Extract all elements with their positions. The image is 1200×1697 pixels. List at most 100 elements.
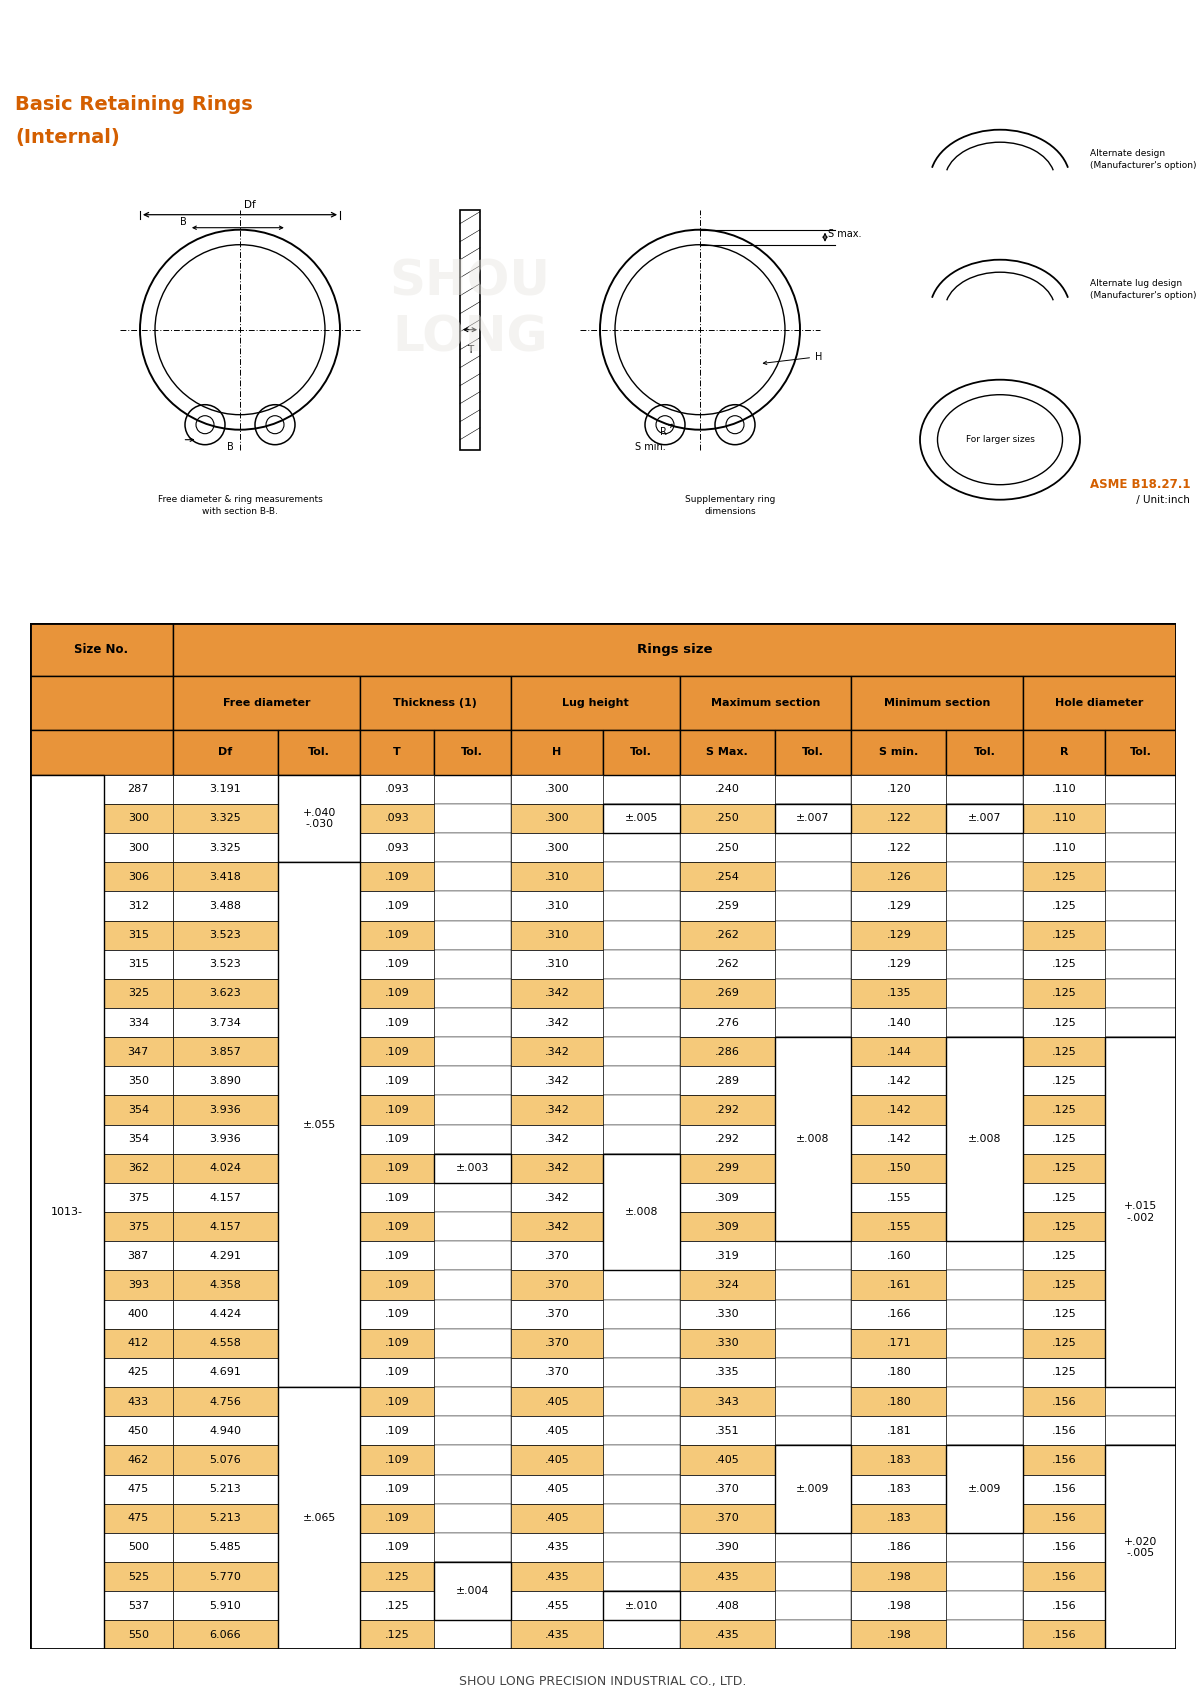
- Text: .259: .259: [715, 901, 739, 911]
- Bar: [1105, 950, 1176, 979]
- Bar: [947, 804, 1022, 833]
- Bar: [434, 1300, 510, 1329]
- Bar: [1022, 1125, 1105, 1154]
- Bar: [604, 1592, 679, 1621]
- Bar: [104, 1386, 173, 1417]
- Bar: [278, 1592, 360, 1621]
- Text: .370: .370: [715, 1514, 739, 1524]
- Bar: [775, 1446, 851, 1532]
- Bar: [434, 950, 510, 979]
- Bar: [510, 920, 604, 950]
- Text: .292: .292: [715, 1105, 739, 1115]
- Text: .125: .125: [1051, 901, 1076, 911]
- Text: Free diameter: Free diameter: [222, 697, 310, 708]
- Bar: [104, 1592, 173, 1621]
- Bar: [360, 730, 434, 776]
- Bar: [278, 1417, 360, 1446]
- Bar: [173, 1241, 278, 1271]
- Bar: [510, 1329, 604, 1358]
- Text: .109: .109: [385, 1397, 409, 1407]
- Text: .343: .343: [715, 1397, 739, 1407]
- Bar: [278, 1561, 360, 1592]
- Text: 3.936: 3.936: [210, 1105, 241, 1115]
- Text: .125: .125: [1051, 1018, 1076, 1028]
- Bar: [1022, 1561, 1105, 1592]
- Bar: [679, 1329, 775, 1358]
- Bar: [775, 1358, 851, 1386]
- Bar: [775, 1561, 851, 1592]
- Bar: [604, 1154, 679, 1183]
- Bar: [510, 804, 604, 833]
- Text: .125: .125: [1051, 1105, 1076, 1115]
- Bar: [851, 1446, 947, 1475]
- Bar: [360, 979, 434, 1008]
- Text: 5.910: 5.910: [210, 1600, 241, 1610]
- Bar: [775, 1417, 851, 1446]
- Bar: [434, 1183, 510, 1212]
- Bar: [510, 1125, 604, 1154]
- Bar: [679, 1241, 775, 1271]
- Text: .125: .125: [1051, 1339, 1076, 1349]
- Bar: [679, 979, 775, 1008]
- Bar: [947, 833, 1022, 862]
- Text: Tol.: Tol.: [802, 747, 824, 757]
- Text: .125: .125: [1051, 930, 1076, 940]
- Bar: [173, 1532, 278, 1561]
- Bar: [775, 891, 851, 920]
- Text: ±.065: ±.065: [302, 1514, 336, 1524]
- Text: 462: 462: [127, 1454, 149, 1465]
- Text: 387: 387: [127, 1251, 149, 1261]
- Bar: [679, 1154, 775, 1183]
- Text: .109: .109: [385, 930, 409, 940]
- Bar: [604, 804, 679, 833]
- Bar: [434, 1154, 510, 1183]
- Bar: [851, 920, 947, 950]
- Text: 393: 393: [127, 1280, 149, 1290]
- Bar: [851, 1154, 947, 1183]
- Text: .156: .156: [1051, 1600, 1076, 1610]
- Text: Tol.: Tol.: [308, 747, 330, 757]
- Text: Tol.: Tol.: [1129, 747, 1151, 757]
- Text: 315: 315: [127, 930, 149, 940]
- Text: 5.213: 5.213: [210, 1485, 241, 1493]
- Bar: [775, 1475, 851, 1504]
- Text: .125: .125: [385, 1571, 409, 1582]
- Text: ±.008: ±.008: [968, 1134, 1001, 1144]
- Text: .156: .156: [1051, 1425, 1076, 1436]
- Bar: [604, 1037, 679, 1066]
- Text: .142: .142: [887, 1134, 911, 1144]
- Bar: [604, 1066, 679, 1096]
- Bar: [1105, 1446, 1176, 1649]
- Bar: [1022, 804, 1105, 833]
- Text: .183: .183: [887, 1485, 911, 1493]
- Bar: [434, 1329, 510, 1358]
- Bar: [104, 1212, 173, 1241]
- Bar: [1105, 804, 1176, 833]
- Bar: [947, 1066, 1022, 1096]
- Text: (Internal): (Internal): [14, 127, 120, 146]
- Text: 4.358: 4.358: [210, 1280, 241, 1290]
- Bar: [775, 1037, 851, 1066]
- Bar: [679, 920, 775, 950]
- Text: .109: .109: [385, 1308, 409, 1319]
- Bar: [679, 730, 775, 776]
- Text: .198: .198: [887, 1629, 911, 1639]
- Text: .155: .155: [887, 1222, 911, 1232]
- Bar: [947, 1125, 1022, 1154]
- Text: .455: .455: [545, 1600, 569, 1610]
- Bar: [278, 1532, 360, 1561]
- Bar: [679, 1008, 775, 1037]
- Text: .109: .109: [385, 1514, 409, 1524]
- Bar: [947, 1386, 1022, 1417]
- Text: .405: .405: [545, 1514, 569, 1524]
- Bar: [1022, 1096, 1105, 1125]
- Text: .144: .144: [887, 1047, 911, 1057]
- Text: 306: 306: [127, 872, 149, 882]
- Text: .156: .156: [1051, 1571, 1076, 1582]
- Bar: [360, 862, 434, 891]
- Text: .166: .166: [887, 1308, 911, 1319]
- Bar: [278, 979, 360, 1008]
- Bar: [1022, 891, 1105, 920]
- Bar: [434, 1008, 510, 1037]
- Bar: [360, 833, 434, 862]
